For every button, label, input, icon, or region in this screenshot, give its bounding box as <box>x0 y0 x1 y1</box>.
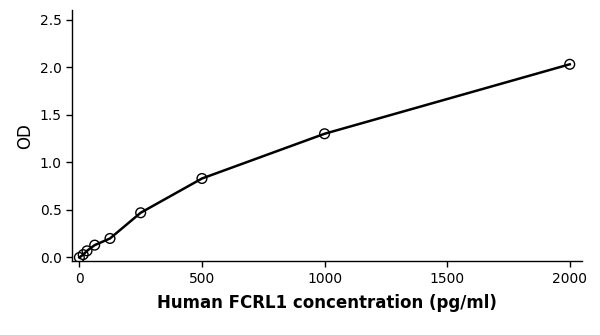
Point <box>82 248 92 254</box>
Point <box>79 252 88 257</box>
Point <box>90 243 100 248</box>
Point <box>565 62 575 67</box>
Point <box>320 131 329 136</box>
X-axis label: Human FCRL1 concentration (pg/ml): Human FCRL1 concentration (pg/ml) <box>157 294 497 312</box>
Point <box>74 255 84 260</box>
Point <box>197 176 207 181</box>
Point <box>136 210 145 215</box>
Y-axis label: OD: OD <box>16 123 34 149</box>
Point <box>105 236 115 241</box>
